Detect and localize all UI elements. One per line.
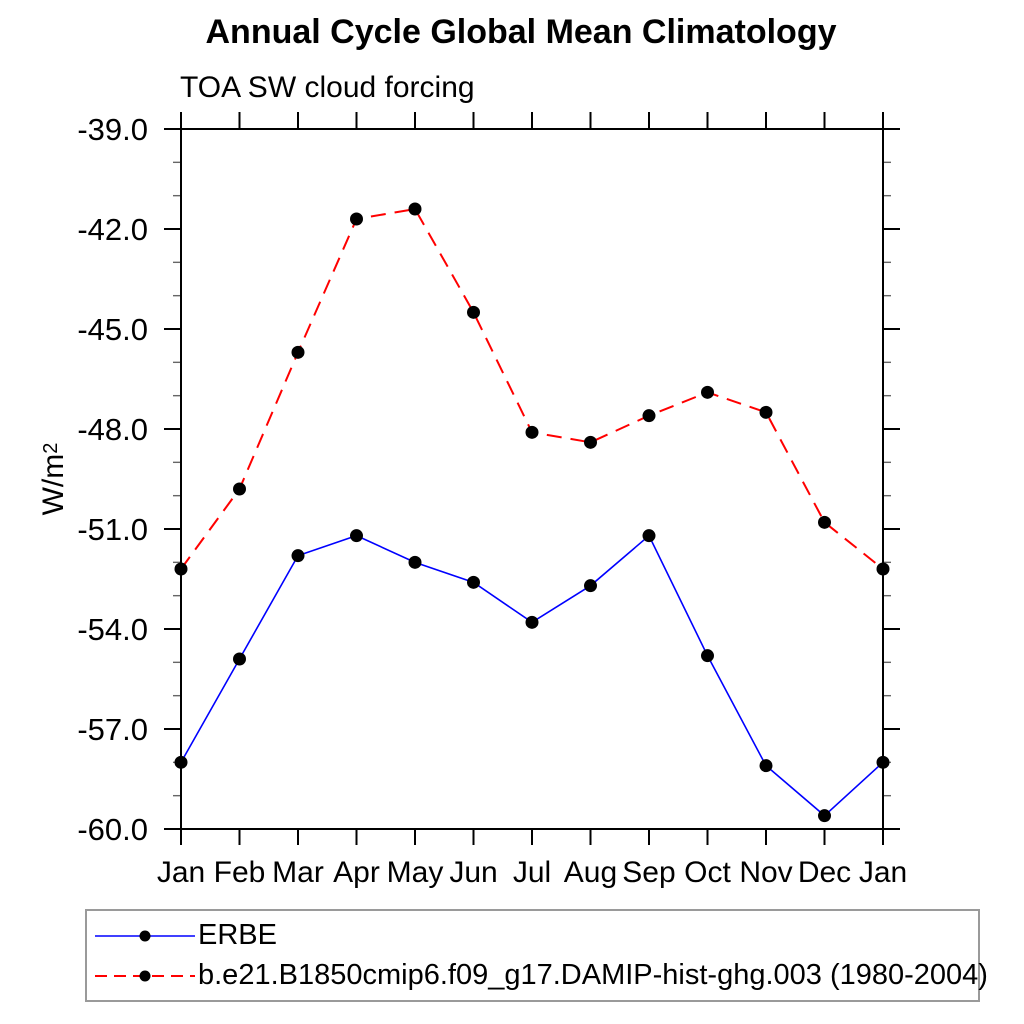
model-data-point-marker	[876, 562, 890, 576]
x-tick-label: Aug	[564, 856, 617, 889]
model-data-point-marker	[467, 305, 480, 319]
plot-frame	[180, 128, 884, 830]
erbe-data-point-marker	[350, 529, 363, 543]
erbe-data-point-marker	[174, 755, 188, 769]
model-data-point-marker	[174, 562, 188, 576]
legend-label-erbe: ERBE	[198, 919, 277, 951]
model-data-point-marker	[759, 405, 773, 419]
y-tick-label: -51.0	[77, 512, 148, 547]
legend: ERBE b.e21.B1850cmip6.f09_g17.DAMIP-hist…	[85, 909, 988, 1002]
x-tick-label: Mar	[272, 856, 324, 889]
erbe-line	[180, 534, 884, 817]
erbe-data-point-marker	[759, 759, 773, 773]
x-tick-label: Jan	[157, 856, 205, 889]
erbe-data-point-marker	[584, 579, 597, 593]
erbe-data-point-marker	[291, 549, 305, 563]
x-tick-label: Dec	[798, 856, 851, 889]
x-tick-label: May	[387, 856, 444, 889]
model-data-point-marker	[818, 515, 831, 529]
erbe-data-point-marker	[525, 615, 539, 629]
model-data-point-marker	[350, 212, 363, 226]
x-tick-label: Jan	[859, 856, 907, 889]
y-tick-label: -57.0	[77, 712, 148, 747]
y-tick-label: -39.0	[77, 112, 148, 147]
y-tick-label: -45.0	[77, 312, 148, 347]
x-tick-label: Apr	[333, 856, 380, 889]
x-tick-label: Feb	[214, 856, 266, 889]
model-line	[180, 207, 884, 570]
y-tick-label: -48.0	[77, 412, 148, 447]
model-data-point-marker	[291, 345, 305, 359]
model-data-point-marker	[408, 202, 422, 216]
erbe-data-point-marker	[876, 755, 890, 769]
model-data-point-marker	[642, 409, 656, 423]
erbe-data-point-marker	[233, 652, 246, 666]
model-data-point-marker	[525, 425, 539, 439]
x-tick-label: Jul	[513, 856, 551, 889]
y-tick-label: -42.0	[77, 212, 148, 247]
erbe-data-point-marker	[408, 555, 422, 569]
x-tick-label: Oct	[684, 856, 731, 889]
erbe-data-point-marker	[642, 529, 656, 543]
y-tick-label: -54.0	[77, 612, 148, 647]
legend-swatch-model	[95, 970, 195, 981]
x-tick-label: Jun	[449, 856, 497, 889]
model-data-point-marker	[701, 385, 714, 399]
chart-title: Annual Cycle Global Mean Climatology	[205, 13, 837, 51]
erbe-data-point-marker	[818, 809, 831, 823]
legend-row-erbe: ERBE	[87, 916, 978, 956]
x-tick-label: Nov	[739, 856, 792, 889]
legend-marker-dot	[139, 970, 151, 981]
model-data-point-marker	[584, 435, 597, 449]
legend-label-model: b.e21.B1850cmip6.f09_g17.DAMIP-hist-ghg.…	[198, 959, 988, 991]
legend-marker-dot	[139, 930, 151, 941]
erbe-data-point-marker	[701, 649, 714, 663]
y-tick-label: -60.0	[77, 812, 148, 847]
model-data-point-marker	[233, 482, 246, 496]
x-tick-label: Sep	[622, 856, 675, 889]
erbe-data-point-marker	[467, 575, 480, 589]
chart-subtitle: TOA SW cloud forcing	[180, 71, 475, 104]
legend-row-model: b.e21.B1850cmip6.f09_g17.DAMIP-hist-ghg.…	[87, 956, 988, 996]
legend-swatch-erbe	[95, 930, 195, 941]
